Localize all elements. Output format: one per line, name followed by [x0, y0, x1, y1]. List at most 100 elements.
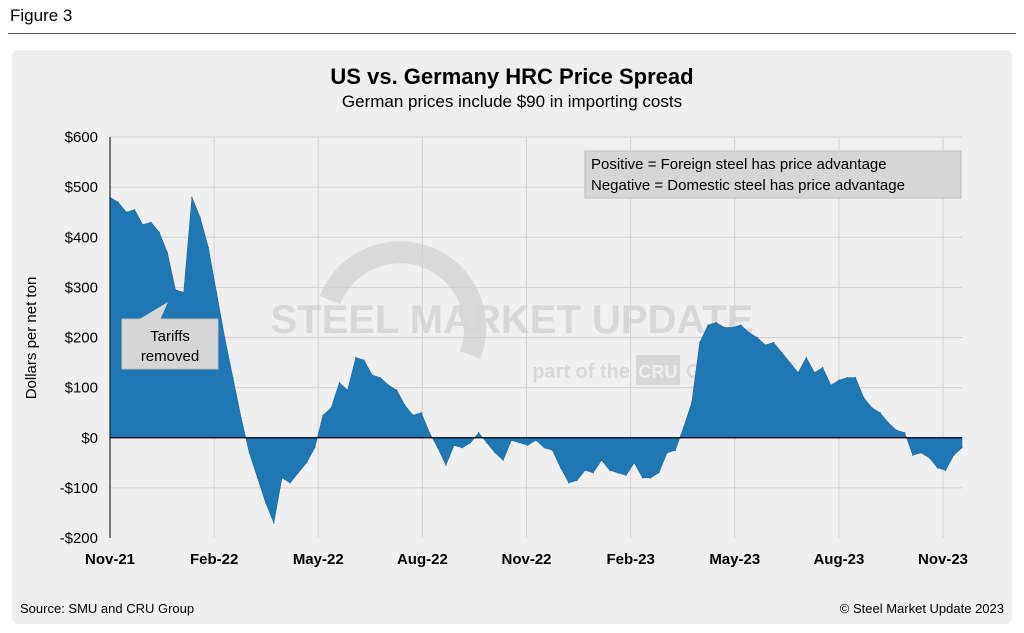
- data-point: [297, 472, 299, 474]
- y-tick-label: $300: [65, 279, 98, 296]
- data-point: [609, 469, 611, 471]
- data-point: [281, 477, 283, 479]
- data-point: [691, 402, 693, 404]
- copyright-note: © Steel Market Update 2023: [839, 601, 1004, 616]
- data-point: [535, 439, 537, 441]
- data-point: [396, 389, 398, 391]
- data-point: [560, 467, 562, 469]
- data-point: [846, 377, 848, 379]
- data-point: [584, 469, 586, 471]
- y-tick-label: $100: [65, 380, 98, 397]
- legend-line-positive: Positive = Foreign steel has price advan…: [591, 156, 887, 173]
- data-point: [592, 472, 594, 474]
- cru-logo: [636, 355, 680, 385]
- x-tick-label: Feb-23: [606, 551, 654, 568]
- data-point: [207, 246, 209, 248]
- data-point: [232, 377, 234, 379]
- data-point: [248, 452, 250, 454]
- data-point: [445, 464, 447, 466]
- data-point: [551, 449, 554, 451]
- x-tick-label: May-23: [709, 551, 760, 568]
- data-point: [781, 351, 783, 354]
- y-tick-labels: -$200 -$100 $0 $100 $200 $300 $400 $500 $600: [60, 129, 98, 547]
- data-point: [150, 221, 152, 223]
- annotation-line-1: Tariffs: [150, 328, 190, 345]
- watermark-tagline-logo: CRU: [639, 362, 678, 382]
- data-point: [387, 384, 390, 386]
- data-point: [920, 452, 922, 454]
- data-point: [805, 356, 807, 359]
- watermark: STEEL MARKET UPDATE part of the CRU Grou…: [271, 241, 754, 385]
- data-point: [625, 474, 627, 476]
- legend-box: Positive = Foreign steel has price advan…: [584, 150, 962, 199]
- data-point: [191, 196, 193, 198]
- data-point: [773, 341, 775, 344]
- data-point: [641, 477, 644, 479]
- y-tick-label: -$200: [60, 530, 98, 547]
- data-point: [461, 447, 463, 449]
- data-point: [428, 432, 431, 434]
- spread-area: [109, 196, 963, 524]
- data-point: [371, 374, 373, 376]
- data-point: [355, 356, 357, 359]
- data-point: [723, 326, 726, 329]
- x-tick-label: Aug-22: [397, 551, 448, 568]
- x-tick-label: Nov-22: [501, 551, 551, 568]
- data-point: [240, 417, 242, 419]
- chart-subtitle: German prices include $90 in importing c…: [341, 92, 683, 111]
- x-tick-label: Nov-23: [918, 551, 968, 568]
- data-point: [215, 291, 218, 293]
- data-point: [453, 444, 455, 446]
- y-tick-label: $600: [65, 129, 98, 146]
- data-point: [527, 444, 529, 446]
- data-point: [854, 377, 857, 379]
- x-tick-label: Aug-23: [813, 551, 864, 568]
- data-point: [142, 224, 144, 226]
- data-point: [363, 359, 365, 361]
- data-point: [166, 251, 168, 253]
- data-point: [322, 414, 324, 416]
- data-point: [633, 462, 635, 464]
- data-point: [568, 482, 570, 484]
- tariffs-annotation: Tariffs removed: [121, 302, 219, 370]
- data-point: [543, 447, 545, 449]
- data-point: [404, 404, 406, 406]
- data-point: [658, 472, 660, 474]
- data-point: [338, 382, 340, 384]
- data-point: [314, 447, 316, 449]
- y-tick-label: $500: [65, 179, 98, 196]
- data-point: [928, 457, 930, 459]
- data-point: [830, 384, 832, 386]
- data-point: [879, 412, 881, 414]
- data-point: [158, 231, 160, 233]
- chart-title: US vs. Germany HRC Price Spread: [330, 64, 694, 89]
- y-tick-label: $0: [81, 430, 98, 447]
- data-point: [748, 331, 750, 334]
- data-point: [174, 289, 177, 291]
- legend-line-negative: Negative = Domestic steel has price adva…: [591, 177, 905, 194]
- data-point: [494, 452, 496, 454]
- data-point: [732, 326, 734, 329]
- data-point: [437, 447, 439, 449]
- data-point: [756, 336, 758, 339]
- data-point: [682, 427, 685, 429]
- data-point: [904, 432, 906, 434]
- data-point: [707, 324, 709, 326]
- data-point: [617, 472, 619, 474]
- data-point: [838, 379, 840, 381]
- data-point: [125, 211, 127, 213]
- data-point: [912, 454, 914, 456]
- data-point: [224, 336, 226, 339]
- data-point: [715, 321, 717, 324]
- data-point: [945, 469, 947, 471]
- data-point: [306, 462, 308, 464]
- data-point: [469, 442, 472, 444]
- axes: [109, 137, 962, 538]
- data-point: [486, 442, 488, 444]
- watermark-tagline-prefix: part of the: [532, 361, 630, 383]
- data-point: [379, 377, 381, 379]
- data-point: [199, 216, 201, 218]
- data-point: [789, 362, 791, 364]
- header-divider: [8, 33, 1016, 34]
- data-point: [183, 291, 185, 293]
